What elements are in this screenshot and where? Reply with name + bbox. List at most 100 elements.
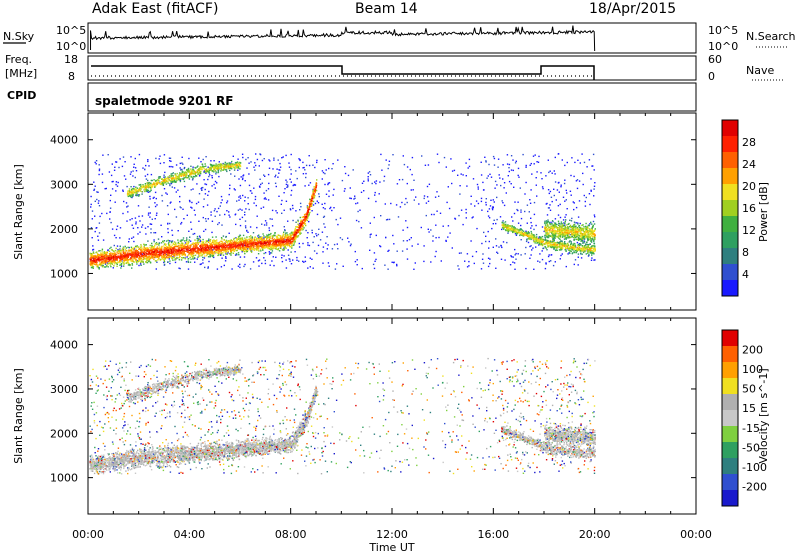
echo-point <box>183 172 185 175</box>
echo-point <box>518 176 520 178</box>
echo-point <box>230 241 232 243</box>
echo-point <box>171 229 173 232</box>
echo-point <box>208 260 210 263</box>
echo-point <box>155 255 158 258</box>
echo-point <box>220 251 223 254</box>
echo-point <box>200 243 202 245</box>
echo-point <box>242 244 245 246</box>
echo-point <box>191 179 194 181</box>
echo-point <box>554 218 557 220</box>
echo-point <box>253 187 255 189</box>
echo-point <box>562 196 565 198</box>
echo-point <box>258 234 260 236</box>
echo-point <box>445 240 447 242</box>
echo-point <box>272 242 274 245</box>
echo-point <box>148 165 150 167</box>
echo-point <box>148 258 150 260</box>
echo-point <box>304 222 307 225</box>
echo-point <box>256 237 258 239</box>
echo-point <box>268 182 270 185</box>
echo-point <box>229 246 232 248</box>
echo-point <box>336 243 338 245</box>
echo-point <box>383 175 386 178</box>
echo-point <box>199 168 201 171</box>
echo-point <box>312 193 314 195</box>
echo-point <box>513 186 515 188</box>
echo-point <box>97 253 99 256</box>
echo-point <box>467 167 469 169</box>
echo-point <box>197 248 199 251</box>
echo-point <box>209 168 211 170</box>
echo-point <box>593 214 596 216</box>
echo-point <box>508 163 511 166</box>
echo-point <box>223 163 225 166</box>
echo-point <box>510 256 513 258</box>
echo-point <box>507 232 509 234</box>
echo-point <box>282 234 285 237</box>
echo-point <box>188 199 191 202</box>
echo-point <box>236 249 238 252</box>
echo-point <box>153 196 155 199</box>
echo-point <box>122 248 124 250</box>
echo-point <box>387 268 389 270</box>
echo-point <box>254 247 256 250</box>
echo-point <box>569 190 572 192</box>
echo-point <box>546 214 549 216</box>
echo-point <box>257 246 259 249</box>
echo-point <box>182 246 184 249</box>
echo-point <box>271 244 274 246</box>
echo-point <box>271 260 273 262</box>
echo-point <box>541 258 544 261</box>
echo-point <box>178 247 180 249</box>
echo-point <box>373 267 376 270</box>
echo-point <box>135 223 137 225</box>
echo-point <box>369 236 371 238</box>
echo-point <box>175 245 177 248</box>
echo-point <box>122 255 125 257</box>
echo-point <box>269 264 271 266</box>
echo-point <box>322 246 325 248</box>
echo-point <box>141 255 143 257</box>
echo-point <box>180 169 182 171</box>
echo-point <box>224 243 226 245</box>
echo-point <box>174 173 176 175</box>
echo-point <box>251 248 253 251</box>
echo-point <box>133 240 135 243</box>
nave-hi-tick: 60 <box>708 53 722 66</box>
echo-point <box>465 212 467 214</box>
echo-point <box>275 256 277 258</box>
echo-point <box>191 207 193 209</box>
echo-point <box>406 258 409 260</box>
echo-point <box>313 236 315 238</box>
echo-point <box>151 256 154 258</box>
echo-point <box>145 164 147 167</box>
echo-point <box>117 253 119 255</box>
echo-point <box>273 245 275 247</box>
echo-point <box>105 187 107 190</box>
echo-point <box>105 265 108 267</box>
echo-point <box>212 251 214 253</box>
echo-point <box>273 157 275 159</box>
echo-point <box>436 210 438 212</box>
echo-point <box>101 248 104 250</box>
echo-point <box>284 233 287 235</box>
echo-point <box>322 251 324 253</box>
echo-point <box>97 239 100 241</box>
echo-point <box>155 268 157 270</box>
echo-point <box>248 208 250 211</box>
echo-point <box>259 244 261 246</box>
echo-point <box>234 167 236 170</box>
echo-point <box>194 239 196 241</box>
echo-point <box>237 247 239 249</box>
echo-point <box>189 256 191 259</box>
echo-point <box>292 234 294 236</box>
echo-point <box>517 174 519 177</box>
echo-point <box>109 260 112 262</box>
echo-point <box>90 203 92 206</box>
echo-point <box>248 236 251 238</box>
echo-point <box>247 241 250 244</box>
echo-point <box>252 238 254 240</box>
echo-point <box>127 191 129 193</box>
echo-point <box>503 187 505 189</box>
echo-point <box>118 249 120 251</box>
